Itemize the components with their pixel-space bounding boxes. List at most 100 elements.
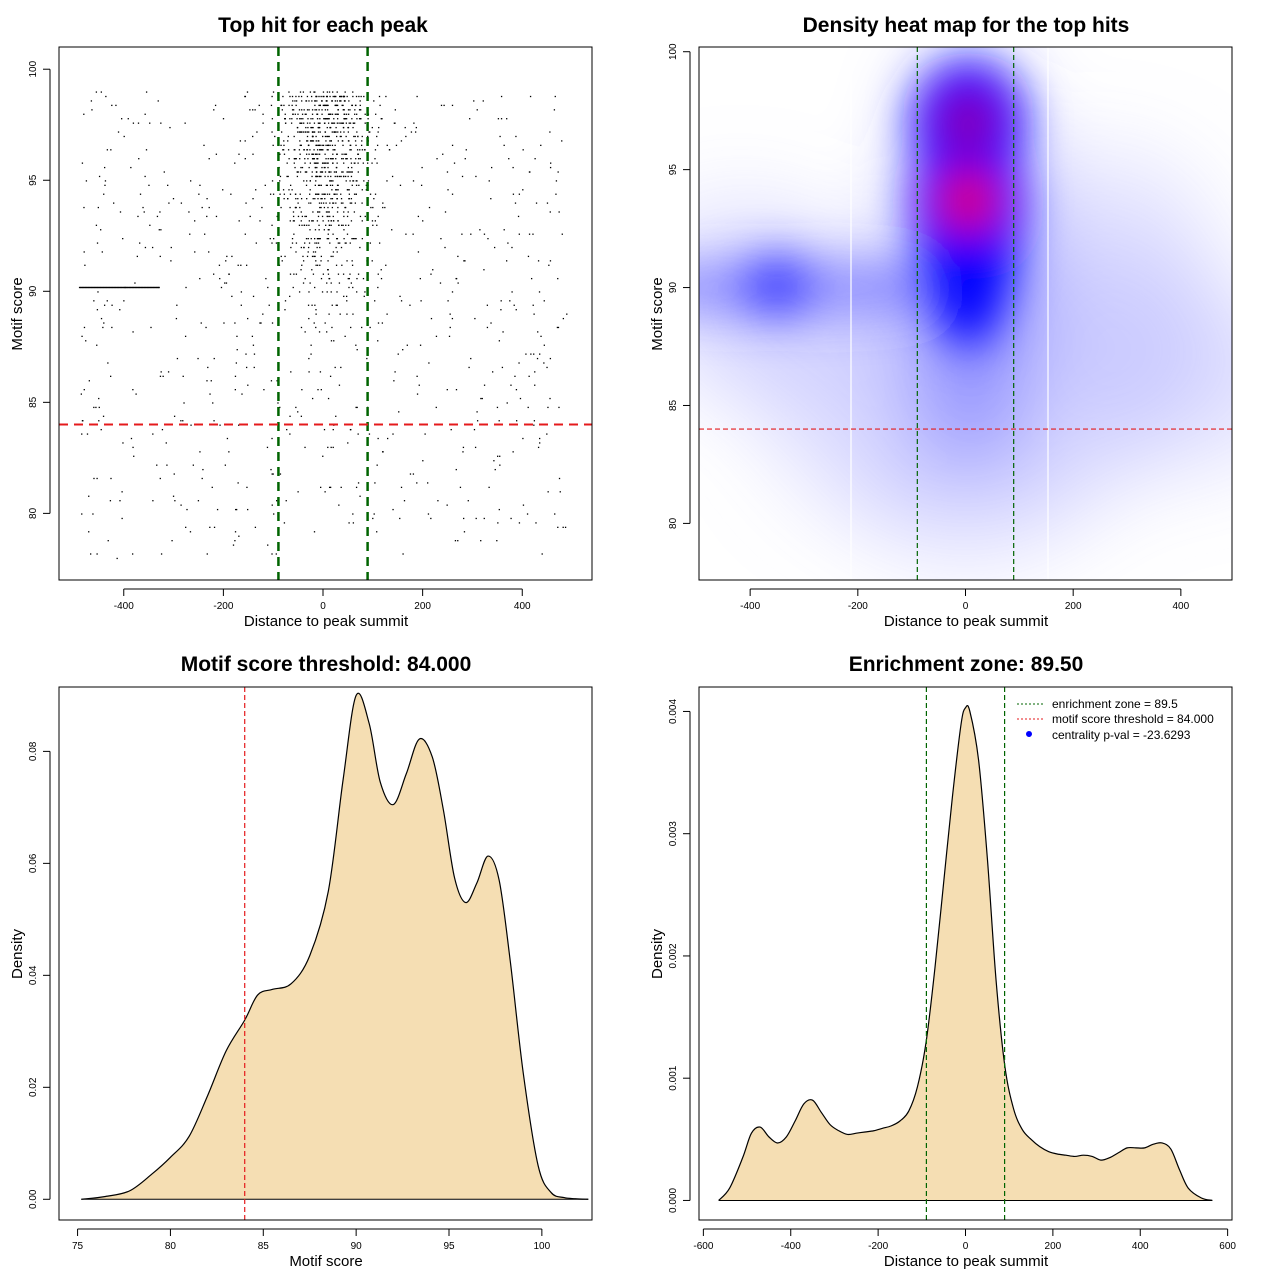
scatter-point — [537, 260, 540, 262]
scatter-point — [360, 109, 362, 111]
scatter-point — [359, 149, 361, 151]
scatter-point — [414, 131, 417, 133]
scatter-point — [447, 300, 449, 302]
scatter-point — [378, 95, 381, 98]
scatter-point — [116, 557, 118, 560]
scatter-point — [402, 349, 404, 351]
scatter-point — [205, 326, 207, 329]
scatter-point — [337, 206, 339, 209]
scatter-point — [376, 162, 378, 164]
scatter-point — [298, 109, 301, 111]
scatter-point — [137, 122, 140, 124]
scatter-point — [355, 184, 358, 186]
scatter-point — [308, 109, 310, 111]
scatter-point — [299, 118, 301, 120]
scatter-point — [334, 113, 336, 115]
scatter-point — [530, 353, 532, 355]
scatter-point — [357, 482, 360, 484]
scatter-point — [249, 109, 251, 111]
scatter-point — [326, 331, 328, 333]
scatter-point — [330, 255, 332, 258]
scatter-point — [279, 406, 281, 409]
scatter-point — [293, 220, 295, 222]
scatter-point — [323, 166, 325, 169]
scatter-point — [322, 273, 325, 275]
scatter-point — [119, 211, 122, 213]
scatter-point — [308, 371, 310, 373]
scatter-point — [385, 264, 387, 266]
scatter-point — [105, 286, 108, 289]
scatter-point — [342, 140, 344, 142]
scatter-point — [280, 255, 282, 258]
scatter-point — [169, 126, 171, 129]
scatter-point — [292, 109, 295, 111]
scatter-point — [172, 495, 175, 497]
scatter-point — [331, 122, 333, 124]
scatter-point — [430, 273, 432, 275]
scatter-point — [306, 95, 309, 98]
scatter-point — [330, 282, 332, 284]
scatter-point — [141, 286, 143, 289]
scatter-point — [149, 286, 151, 289]
scatter-point — [336, 189, 338, 191]
scatter-point — [557, 171, 559, 173]
scatter-point — [346, 95, 348, 98]
scatter-point — [311, 397, 314, 400]
scatter-point — [360, 95, 362, 98]
scatter-point — [349, 273, 351, 275]
scatter-point — [335, 246, 337, 249]
scatter-point — [566, 313, 568, 315]
scatter-point — [251, 335, 254, 338]
scatter-point — [135, 286, 138, 289]
scatter-point — [331, 326, 333, 329]
scatter-point — [363, 295, 365, 298]
scatter-point — [232, 544, 235, 546]
scatter-point — [517, 215, 520, 218]
scatter-point — [101, 251, 103, 253]
scatter-point — [354, 135, 356, 138]
scatter-point — [312, 273, 315, 275]
scatter-point — [300, 415, 303, 417]
scatter-point — [326, 135, 328, 138]
scatter-point — [162, 375, 164, 377]
scatter-point — [323, 95, 325, 98]
scatter-point — [502, 331, 504, 333]
scatter-point — [130, 437, 133, 440]
scatter-point — [259, 322, 261, 324]
scatter-point — [398, 411, 400, 413]
scatter-point — [349, 109, 351, 111]
scatter-point — [111, 304, 113, 306]
scatter-point — [307, 158, 309, 160]
scatter-point — [303, 109, 305, 111]
scatter-point — [293, 135, 295, 138]
scatter-point — [336, 291, 338, 293]
scatter-point — [295, 206, 297, 209]
scatter-point — [307, 140, 309, 142]
scatter-point — [108, 286, 111, 289]
scatter-point — [309, 149, 311, 151]
scatter-point — [120, 286, 123, 289]
scatter-point — [271, 131, 273, 133]
scatter-point — [209, 526, 211, 528]
scatter-point — [386, 313, 388, 315]
scatter-point — [301, 264, 303, 266]
scatter-point — [394, 371, 396, 373]
scatter-point — [199, 277, 201, 280]
scatter-point — [317, 162, 319, 164]
scatter-point — [319, 149, 321, 151]
scatter-point — [519, 397, 522, 400]
scatter-point — [327, 206, 329, 209]
scatter-point — [246, 91, 249, 93]
scatter-point — [268, 304, 270, 306]
x-tick-label: 600 — [1219, 1241, 1236, 1252]
scatter-point — [327, 162, 329, 164]
scatter-point — [518, 362, 520, 364]
scatter-point — [295, 242, 298, 244]
scatter-point — [344, 118, 346, 120]
scatter-point — [151, 246, 154, 249]
scatter-point — [93, 406, 95, 409]
scatter-point — [337, 109, 340, 111]
scatter-point — [319, 131, 321, 133]
scatter-point — [351, 104, 353, 107]
